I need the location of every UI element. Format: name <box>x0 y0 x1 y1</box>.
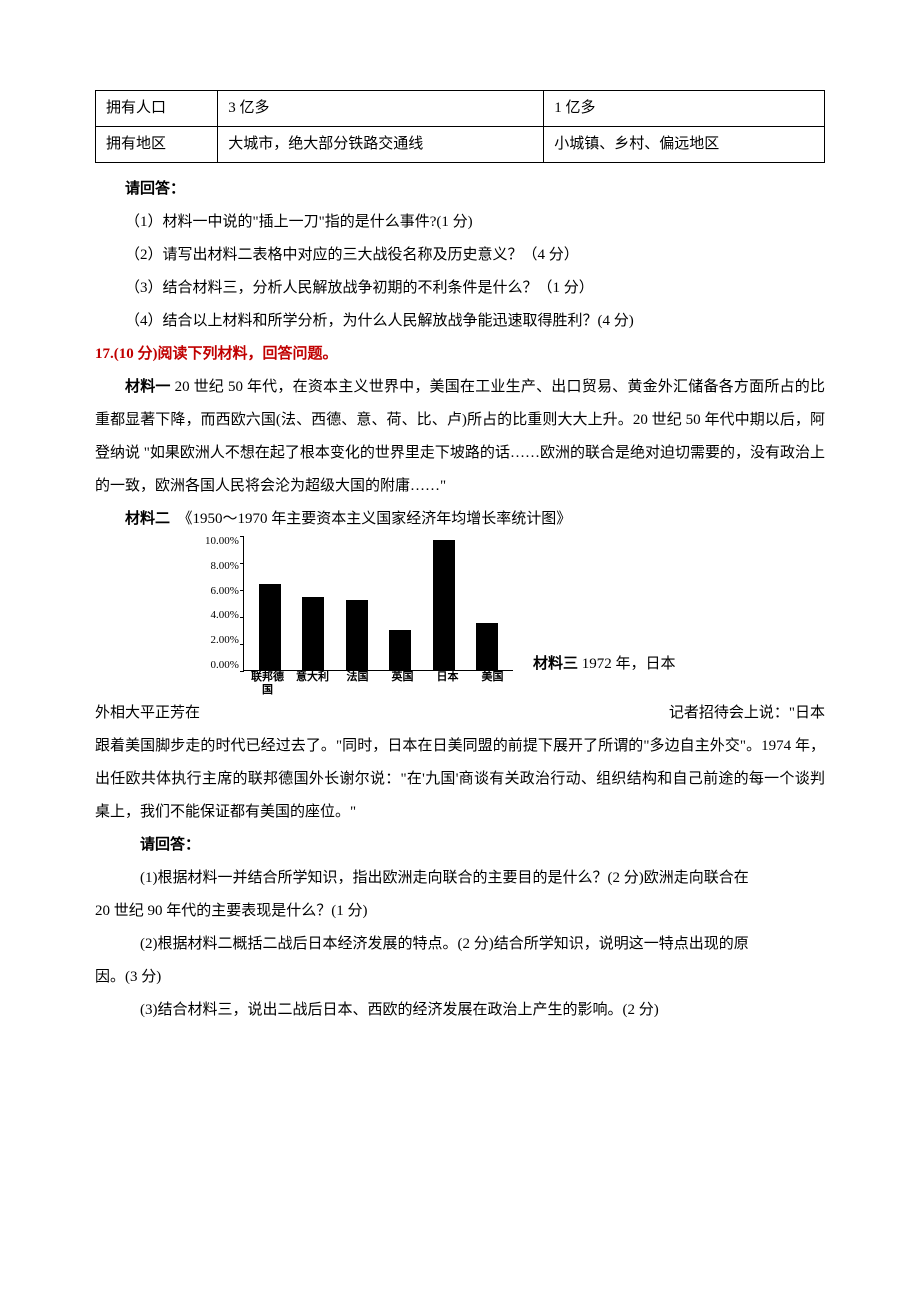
cell: 小城镇、乡村、偏远地区 <box>544 127 825 163</box>
x-tick-label: 美国 <box>474 671 512 697</box>
q16-item-4: （4）结合以上材料和所学分析，为什么人民解放战争能迅速取得胜利？(4 分) <box>95 305 825 338</box>
chart-plot-area <box>243 536 513 671</box>
material-3-rest: 跟着美国脚步走的时代已经过去了。"同时，日本在日美同盟的前提下展开了所谓的"多边… <box>95 730 825 829</box>
x-tick-label: 法国 <box>339 671 377 697</box>
material-1-label: 材料一 <box>125 379 171 395</box>
chart-bar <box>346 600 368 670</box>
prompt-label-2: 请回答： <box>140 837 200 853</box>
x-tick-label: 联邦德国 <box>249 671 287 697</box>
chart-bar <box>259 584 281 670</box>
material-3-left: 外相大平正芳在 <box>95 697 200 730</box>
y-tick-label: 8.00% <box>205 561 239 572</box>
chart-bar <box>302 597 324 670</box>
cell: 1 亿多 <box>544 91 825 127</box>
prompt-label: 请回答： <box>125 181 185 197</box>
q16-item-1: （1）材料一中说的"插上一刀"指的是什么事件?(1 分) <box>95 206 825 239</box>
x-tick-label: 意大利 <box>294 671 332 697</box>
material-2-line: 材料二 《1950～1970 年主要资本主义国家经济年均增长率统计图》 <box>95 503 825 536</box>
y-tick-label: 6.00% <box>205 586 239 597</box>
q17-item-3: (3)结合材料三，说出二战后日本、西欧的经济发展在政治上产生的影响。(2 分) <box>95 994 825 1027</box>
q17-item-2-line1: (2)根据材料二概括二战后日本经济发展的特点。(2 分)结合所学知识，说明这一特… <box>95 928 825 961</box>
material-1-text: 材料一 20 世纪 50 年代，在资本主义世界中，美国在工业生产、出口贸易、黄金… <box>95 371 825 503</box>
cell: 拥有人口 <box>96 91 218 127</box>
q16-item-2: （2）请写出材料二表格中对应的三大战役名称及历史意义？（4 分） <box>95 239 825 272</box>
chart-bar <box>433 540 455 670</box>
q17-item-1-line1: (1)根据材料一并结合所学知识，指出欧洲走向联合的主要目的是什么？(2 分)欧洲… <box>95 862 825 895</box>
q17-item-2-line2: 因。(3 分) <box>95 961 825 994</box>
cell: 拥有地区 <box>96 127 218 163</box>
x-tick-label: 英国 <box>384 671 422 697</box>
material-3-label: 材料三 <box>533 656 578 672</box>
material-1-body: 20 世纪 50 年代，在资本主义世界中，美国在工业生产、出口贸易、黄金外汇储备… <box>95 379 825 494</box>
material-2-label: 材料二 <box>125 511 170 527</box>
population-region-table: 拥有人口 3 亿多 1 亿多 拥有地区 大城市，绝大部分铁路交通线 小城镇、乡村… <box>95 90 825 163</box>
table-row: 拥有人口 3 亿多 1 亿多 <box>96 91 825 127</box>
chart-and-material3-line: 10.00% 8.00% 6.00% 4.00% 2.00% 0.00% 联邦德国意大利法… <box>95 536 825 697</box>
material-3-split-line: 外相大平正芳在 记者招待会上说："日本 <box>95 697 825 730</box>
y-tick-label: 10.00% <box>205 536 239 547</box>
cell: 3 亿多 <box>218 91 544 127</box>
chart-bar <box>389 630 411 671</box>
x-tick-label: 日本 <box>429 671 467 697</box>
cell: 大城市，绝大部分铁路交通线 <box>218 127 544 163</box>
material-2-title: 《1950～1970 年主要资本主义国家经济年均增长率统计图》 <box>178 511 572 527</box>
material-3-inline-a: 1972 年，日本 <box>578 656 676 672</box>
y-tick-label: 0.00% <box>205 660 239 671</box>
material-3-right: 记者招待会上说："日本 <box>669 697 825 730</box>
q16-item-3: （3）结合材料三，分析人民解放战争初期的不利条件是什么？（1 分） <box>95 272 825 305</box>
growth-rate-bar-chart: 10.00% 8.00% 6.00% 4.00% 2.00% 0.00% 联邦德国意大利法… <box>205 536 515 697</box>
chart-x-labels: 联邦德国意大利法国英国日本美国 <box>245 671 515 697</box>
q17-header: 17.(10 分)阅读下列材料，回答问题。 <box>95 346 338 362</box>
y-tick-label: 2.00% <box>205 635 239 646</box>
q17-item-1-line2: 20 世纪 90 年代的主要表现是什么？(1 分) <box>95 895 825 928</box>
table-row: 拥有地区 大城市，绝大部分铁路交通线 小城镇、乡村、偏远地区 <box>96 127 825 163</box>
chart-y-axis: 10.00% 8.00% 6.00% 4.00% 2.00% 0.00% <box>205 536 243 671</box>
material-3-inline-right: 材料三 1972 年，日本 <box>515 648 825 697</box>
chart-bar <box>476 623 498 670</box>
y-tick-label: 4.00% <box>205 610 239 621</box>
